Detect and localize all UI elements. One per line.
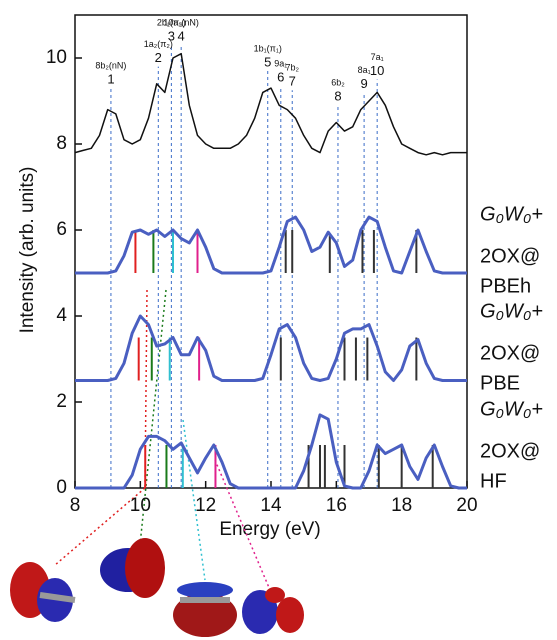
y-tick-label: 10 — [46, 47, 67, 68]
x-tick-label: 16 — [326, 495, 347, 516]
y-tick-label: 4 — [56, 305, 67, 326]
peak-number: 2 — [155, 50, 162, 65]
method-label: HF — [480, 470, 507, 492]
peak-orbital: 10a₁(nN) — [163, 17, 199, 27]
method-label: G₀W₀+ — [480, 398, 543, 420]
spectrum-line — [75, 215, 467, 275]
method-label: 2OX@ — [480, 440, 540, 462]
x-tick-label: 10 — [130, 495, 151, 516]
orbital-lobe — [173, 593, 237, 637]
spectrum-line — [75, 314, 467, 382]
y-tick-label: 0 — [56, 477, 67, 498]
peak-orbital: 1b₁(π₁) — [254, 43, 282, 53]
x-tick-label: 12 — [195, 495, 216, 516]
peak-number: 5 — [264, 54, 271, 69]
peak-orbital: 7b₂ — [285, 63, 299, 73]
peak-orbital: 2b₁(π₃) — [157, 17, 186, 27]
bond — [39, 592, 76, 603]
orbital-lobe — [265, 587, 285, 603]
peak-orbital: 7a₁ — [371, 52, 384, 62]
peak-number: 10 — [370, 63, 384, 78]
orbital-lobe — [125, 538, 165, 598]
orbital-lobe — [177, 582, 233, 598]
orbital-lobe — [276, 597, 304, 633]
method-label: G₀W₀+ — [480, 300, 543, 322]
x-tick-label: 8 — [70, 495, 81, 516]
peak-number: 9 — [360, 76, 367, 91]
x-tick-label: 20 — [456, 495, 477, 516]
peak-number: 8 — [334, 89, 341, 104]
method-label: G₀W₀+ — [480, 203, 543, 225]
connector — [214, 459, 271, 591]
peak-orbital: 8b₂(nN) — [95, 60, 126, 70]
peak-number: 4 — [178, 29, 185, 44]
peak-orbital: 9a₁ — [274, 58, 287, 68]
method-label: PBEh — [480, 275, 531, 297]
peak-number: 1 — [107, 72, 114, 87]
peak-orbital: 6b₂ — [331, 78, 345, 88]
y-tick-label: 6 — [56, 219, 67, 240]
spectrum-line — [75, 413, 467, 490]
peak-orbital: 1a₂(π₂) — [144, 39, 173, 49]
orbital-images — [10, 538, 304, 637]
peak-number: 6 — [277, 69, 284, 84]
method-label: 2OX@ — [480, 342, 540, 364]
x-axis-label: Energy (eV) — [219, 519, 320, 540]
spectrum-line — [74, 52, 467, 156]
peak-number: 3 — [168, 29, 175, 44]
x-tick-label: 14 — [260, 495, 282, 516]
connector — [182, 419, 206, 581]
method-label: 2OX@ — [480, 245, 540, 267]
method-label: PBE — [480, 372, 520, 394]
peak-number: 7 — [289, 74, 296, 89]
y-tick-label: 2 — [56, 391, 67, 412]
peak-orbital: 8a₁ — [358, 65, 371, 75]
x-tick-label: 18 — [391, 495, 412, 516]
y-tick-label: 8 — [56, 133, 67, 154]
y-axis-label: Intensity (arb. units) — [17, 167, 38, 334]
